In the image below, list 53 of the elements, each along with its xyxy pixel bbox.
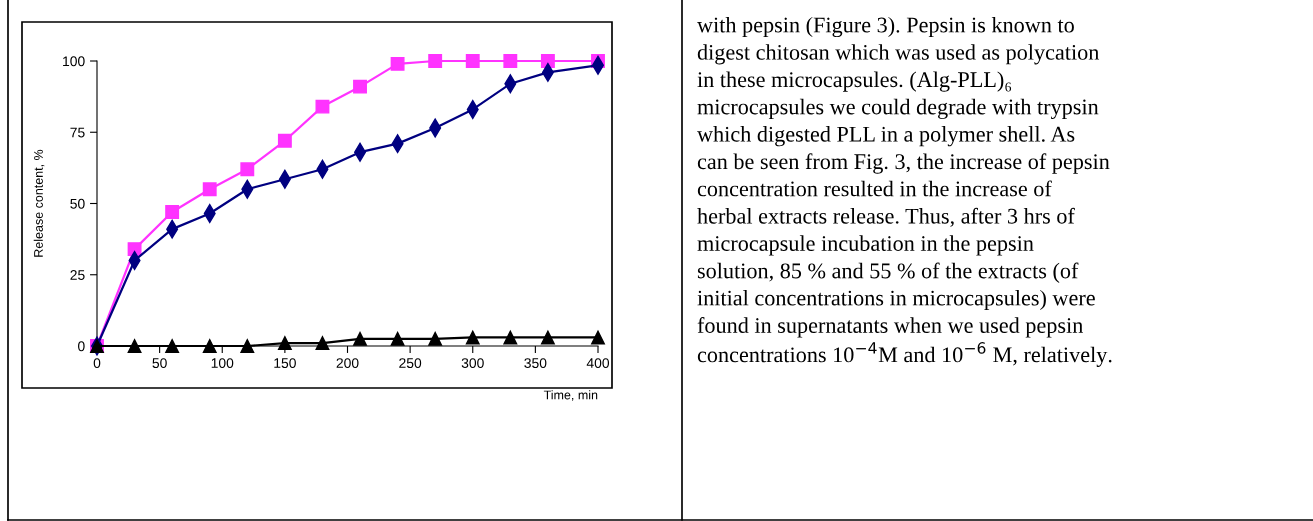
text: initial concentrations in microcapsules) were — [697, 289, 1095, 311]
text: found in supernatants when we used pepsin — [697, 317, 1083, 338]
x-tick-label: 100 — [211, 358, 234, 369]
text: can be seen from Fig. 3, the increase of pepsin — [697, 153, 1110, 174]
point — [127, 339, 142, 353]
point — [390, 331, 405, 346]
point — [277, 336, 292, 351]
y-tick-label: 50 — [70, 198, 85, 209]
text: microcapsules we could degrade with trypsin — [697, 98, 1099, 120]
point — [165, 339, 180, 353]
point — [540, 330, 555, 345]
y-tick-label: 75 — [70, 127, 85, 138]
point — [353, 79, 367, 94]
x-tick-label: 350 — [524, 358, 547, 369]
point — [353, 331, 367, 346]
point — [202, 339, 217, 353]
x-tick-label: 200 — [336, 358, 359, 369]
point — [315, 99, 330, 114]
text: concentrations 10$^{−4}$M and 10$^{−6}$ M, relatively. — [697, 342, 1112, 367]
point — [591, 330, 605, 345]
point — [390, 56, 405, 71]
point — [277, 133, 292, 148]
point — [428, 331, 443, 346]
point — [465, 54, 480, 68]
x-tick-label: 150 — [274, 358, 296, 369]
point — [165, 205, 180, 219]
point — [428, 54, 443, 68]
point — [240, 339, 255, 353]
text: concentration resulted in the increase of — [697, 180, 1052, 197]
x-tick-label: 250 — [399, 358, 422, 369]
x-tick-label: 400 — [586, 358, 610, 369]
text: with pepsin (Figure 3). Pepsin is known to — [697, 16, 1074, 38]
x-axis-title: Time, min — [543, 390, 598, 401]
x-tick-label: 50 — [152, 358, 167, 369]
text: in these microcapsules. (Alg-PLL)₆ — [697, 71, 1012, 92]
y-tick-label: 25 — [70, 270, 85, 280]
point — [240, 162, 255, 177]
x-tick-label: 300 — [461, 358, 484, 369]
point — [315, 336, 330, 351]
point — [465, 330, 480, 345]
text: herbal extracts release. Thus, after 3 hrs of — [697, 207, 1075, 227]
y-axis-title: Release content, % — [33, 149, 45, 257]
point — [503, 330, 518, 345]
point — [503, 54, 518, 68]
y-tick-label: 0 — [78, 341, 85, 352]
text: digest chitosan which was used as polycation — [697, 44, 1100, 65]
point — [540, 54, 555, 68]
point — [202, 182, 217, 197]
y-tick-label: 100 — [63, 56, 85, 67]
text: solution, 85 % and 55 % of the extracts (of — [697, 262, 1079, 283]
x-tick-label: 0 — [93, 358, 101, 369]
text: which digested PLL in a polymer shell. As — [697, 126, 1075, 147]
text: microcapsule incubation in the pepsin — [697, 235, 1034, 256]
